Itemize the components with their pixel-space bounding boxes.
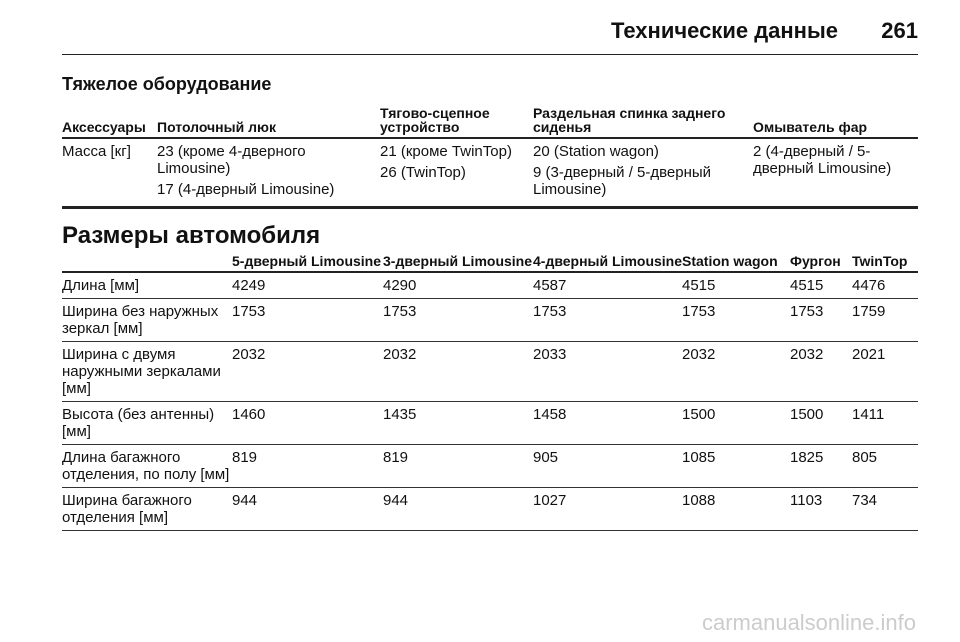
table-cell: 1759 bbox=[852, 298, 918, 342]
table-row: Ширина багажного отделения [мм] 944 944 102… bbox=[62, 487, 918, 531]
table-row: Ширина с двумя наружными зеркалами [мм] 2… bbox=[62, 341, 918, 402]
table-cell: 2032 bbox=[682, 341, 790, 402]
header-title: Технические данные bbox=[611, 18, 838, 43]
table-cell: 805 bbox=[852, 444, 918, 488]
section-title: Тяжелое оборудование bbox=[62, 74, 272, 94]
table-cell: 21 (кроме TwinTop) 26 (TwinTop) bbox=[380, 138, 533, 209]
table-cell: 1825 bbox=[790, 444, 852, 488]
cell-text: Масса [кг] bbox=[62, 143, 131, 160]
table-cell: 819 bbox=[232, 444, 383, 488]
table-cell: 1753 bbox=[383, 298, 533, 342]
table-row: Масса [кг] 23 (кроме 4-дверного Limousine… bbox=[62, 138, 918, 209]
table-cell: 1103 bbox=[790, 487, 852, 531]
table-cell: 2032 bbox=[790, 341, 852, 402]
table-cell: Ширина без наружных зеркал [мм] bbox=[62, 298, 232, 342]
header-cell: Аксессуары bbox=[62, 106, 157, 139]
header-cell: TwinTop bbox=[852, 254, 918, 273]
table-cell: 2032 bbox=[232, 341, 383, 402]
table-cell: 1500 bbox=[682, 401, 790, 445]
table-row: Высота (без антенны) [мм] 1460 1435 1458 150… bbox=[62, 401, 918, 445]
table-cell: 4587 bbox=[533, 272, 682, 299]
page-header: Технические данные 261 bbox=[62, 14, 918, 55]
table-cell: 1411 bbox=[852, 401, 918, 445]
table-cell: 4249 bbox=[232, 272, 383, 299]
table-cell: 1753 bbox=[790, 298, 852, 342]
cell-text: 20 (Station wagon) bbox=[533, 143, 659, 160]
table-cell: 1088 bbox=[682, 487, 790, 531]
table-cell: 23 (кроме 4-дверного Limousine) 17 (4-две… bbox=[157, 138, 380, 209]
section-title: Размеры автомобиля bbox=[62, 222, 321, 249]
table-cell: Масса [кг] bbox=[62, 138, 157, 209]
page-number: 261 bbox=[881, 18, 918, 43]
table-cell: 819 bbox=[383, 444, 533, 488]
header-cell: 5-дверный Limousine bbox=[232, 254, 383, 273]
table-cell: 1435 bbox=[383, 401, 533, 445]
heavy-equipment-table: Аксессуары Потолочный люк Тягово-сцепное у… bbox=[62, 106, 918, 209]
header-cell: Омыватель фар bbox=[753, 106, 918, 139]
table-cell: 4290 bbox=[383, 272, 533, 299]
table-cell: Высота (без антенны) [мм] bbox=[62, 401, 232, 445]
table-row: Длина [мм] 4249 4290 4587 4515 4515 4476 bbox=[62, 272, 918, 299]
table-cell: 1458 bbox=[533, 401, 682, 445]
table-cell: 4476 bbox=[852, 272, 918, 299]
table-cell: 1753 bbox=[533, 298, 682, 342]
cell-text: 26 (TwinTop) bbox=[380, 164, 466, 181]
header-cell: Station wagon bbox=[682, 254, 790, 273]
header-cell: Фургон bbox=[790, 254, 852, 273]
header-cell: Потолочный люк bbox=[157, 106, 380, 139]
cell-text: 23 (кроме 4-дверного Limousine) bbox=[157, 143, 306, 177]
table-cell: 1753 bbox=[232, 298, 383, 342]
table-row: Длина багажного отделения, по полу [мм] 8… bbox=[62, 444, 918, 488]
header-cell: 4-дверный Limousine bbox=[533, 254, 682, 273]
table-cell: Ширина багажного отделения [мм] bbox=[62, 487, 232, 531]
watermark: carmanualsonline.info bbox=[701, 610, 916, 635]
table-cell: 944 bbox=[383, 487, 533, 531]
table-cell: 1027 bbox=[533, 487, 682, 531]
table-cell: 2 (4-дверный / 5-дверный Limousine) bbox=[753, 138, 918, 209]
table-cell: 4515 bbox=[790, 272, 852, 299]
cell-text: 21 (кроме TwinTop) bbox=[380, 143, 512, 160]
header-row: Аксессуары Потолочный люк Тягово-сцепное у… bbox=[62, 106, 918, 139]
header-cell bbox=[62, 254, 232, 273]
table-cell: 2021 bbox=[852, 341, 918, 402]
dimensions-table: 5-дверный Limousine 3-дверный Limousine 4-… bbox=[62, 254, 918, 531]
table-cell: 1753 bbox=[682, 298, 790, 342]
table-cell: 2033 bbox=[533, 341, 682, 402]
table-cell: 734 bbox=[852, 487, 918, 531]
table-cell: 4515 bbox=[682, 272, 790, 299]
table-cell: Длина багажного отделения, по полу [мм] bbox=[62, 444, 232, 488]
table-row: Ширина без наружных зеркал [мм] 1753 1753 1… bbox=[62, 298, 918, 342]
table-cell: 1085 bbox=[682, 444, 790, 488]
table-cell: 20 (Station wagon) 9 (3-дверный / 5-дверн… bbox=[533, 138, 753, 209]
table-cell: 2032 bbox=[383, 341, 533, 402]
header-cell: 3-дверный Limousine bbox=[383, 254, 533, 273]
table-cell: 1460 bbox=[232, 401, 383, 445]
header-cell: Раздельная спинка заднего сиденья bbox=[533, 106, 753, 139]
table-cell: 905 bbox=[533, 444, 682, 488]
cell-text: 9 (3-дверный / 5-дверный Limousine) bbox=[533, 164, 712, 198]
table-cell: Длина [мм] bbox=[62, 272, 232, 299]
header-row: 5-дверный Limousine 3-дверный Limousine 4-… bbox=[62, 254, 918, 273]
header-cell: Тягово-сцепное устройство bbox=[380, 106, 533, 139]
table-cell: 1500 bbox=[790, 401, 852, 445]
cell-text: 2 (4-дверный / 5-дверный Limousine) bbox=[753, 143, 892, 177]
table-cell: 944 bbox=[232, 487, 383, 531]
table-cell: Ширина с двумя наружными зеркалами [мм] bbox=[62, 341, 232, 402]
cell-text: 17 (4-дверный Limousine) bbox=[157, 181, 335, 198]
